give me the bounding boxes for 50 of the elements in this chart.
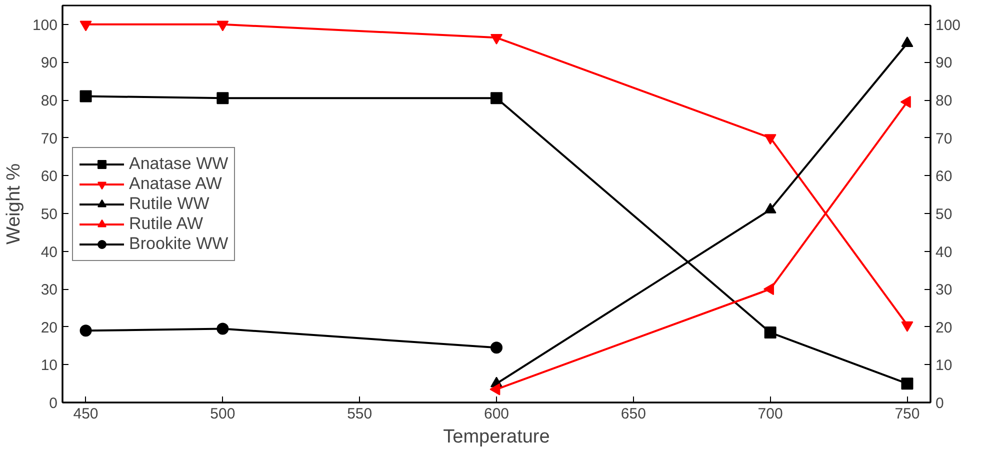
x-tick-label: 600 <box>484 406 510 422</box>
y-tick-label: 70 <box>40 130 58 148</box>
y-tick-label: 30 <box>40 282 58 299</box>
x-tick-label: 450 <box>73 406 98 422</box>
point <box>216 20 229 32</box>
y2-tick-label: 10 <box>936 357 952 374</box>
point <box>80 90 92 102</box>
y-tick-label: 0 <box>49 395 58 412</box>
point <box>901 321 914 332</box>
y2-tick-label: 60 <box>936 168 952 186</box>
x-tick-label: 750 <box>894 406 920 422</box>
y2-tick-label: 70 <box>936 130 952 148</box>
y2-tick-label: 50 <box>936 206 952 223</box>
point <box>490 383 500 396</box>
point <box>216 92 229 104</box>
x-axis-title: Temperature <box>443 426 550 448</box>
point <box>216 322 229 335</box>
point <box>490 342 502 354</box>
y2-tick-label: 90 <box>936 54 952 72</box>
point <box>764 134 776 145</box>
y2-tick-label: 40 <box>936 244 952 261</box>
x-tick-label: 550 <box>347 406 372 422</box>
legend-label: Anatase WW <box>129 154 228 174</box>
legend-label: Brookite WW <box>129 234 228 254</box>
legend-label: Anatase AW <box>129 174 222 194</box>
y-axis-title: Weight % <box>3 163 24 244</box>
point <box>764 326 776 339</box>
legend-label: Rutile AW <box>129 214 204 234</box>
point <box>901 378 914 390</box>
y2-tick-label: 0 <box>936 395 944 412</box>
y-tick-label: 10 <box>40 357 58 374</box>
y-tick-label: 60 <box>40 168 58 186</box>
y-tick-label: 20 <box>40 319 58 336</box>
x-tick-label: 700 <box>758 406 783 422</box>
y-tick-label: 80 <box>40 92 58 110</box>
y2-tick-label: 80 <box>936 92 952 110</box>
y2-tick-label: 20 <box>936 319 952 336</box>
y-tick-label: 90 <box>40 54 58 72</box>
y-tick-label: 50 <box>40 206 58 223</box>
point <box>490 34 502 44</box>
y-tick-label: 100 <box>32 16 58 34</box>
y2-tick-label: 30 <box>936 282 952 299</box>
x-tick-label: 500 <box>210 406 236 422</box>
point <box>490 92 502 104</box>
x-tick-label: 650 <box>620 406 646 422</box>
y2-tick-label: 100 <box>936 16 961 34</box>
legend-label: Rutile WW <box>129 194 210 214</box>
point <box>80 324 92 337</box>
y-tick-label: 40 <box>40 244 58 261</box>
point <box>80 20 92 32</box>
